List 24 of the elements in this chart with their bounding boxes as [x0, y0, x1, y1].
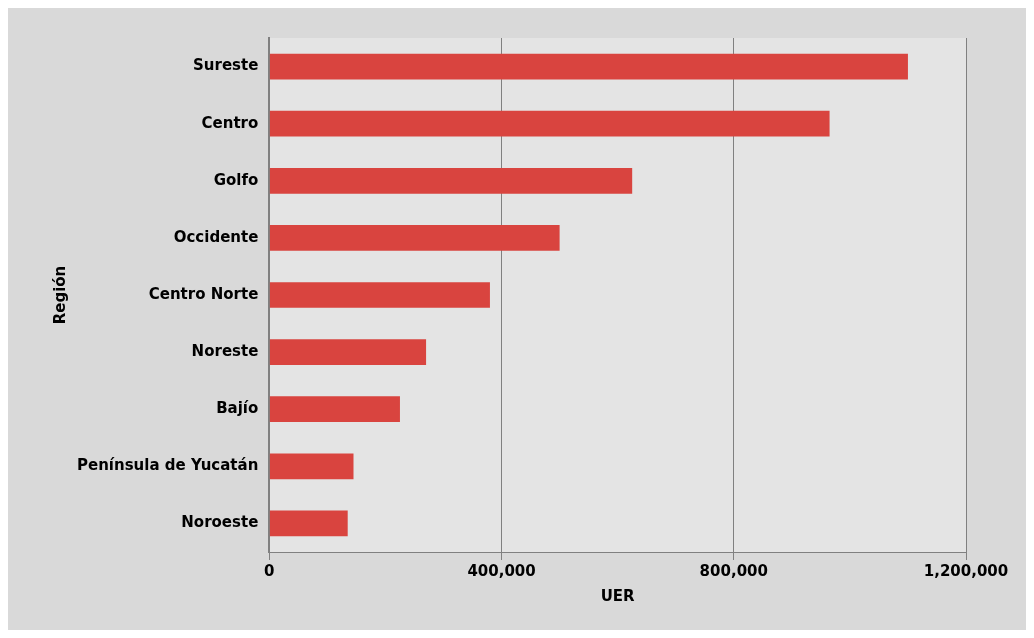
- y-tick-label: Centro Norte: [148, 284, 259, 303]
- y-tick-label: Bajío: [216, 399, 259, 418]
- bar: [269, 339, 427, 365]
- y-tick-label: Occidente: [173, 227, 259, 246]
- bar: [269, 225, 560, 251]
- x-tick-label: 0: [264, 561, 275, 580]
- bar: [269, 167, 633, 194]
- bar: [269, 453, 354, 480]
- y-tick-label: Golfo: [213, 170, 259, 189]
- bar: [269, 510, 348, 537]
- y-axis-title: Región: [50, 265, 69, 325]
- x-tick-label: 800,000: [699, 561, 768, 580]
- bar: [269, 282, 490, 308]
- bar: [269, 396, 400, 423]
- y-tick-label: Noroeste: [181, 513, 259, 532]
- y-tick-label: Península de Yucatán: [77, 456, 259, 475]
- y-tick-label: Noreste: [191, 342, 259, 360]
- bar: [269, 110, 830, 137]
- y-tick-label: Sureste: [193, 56, 259, 75]
- x-tick-label: 400,000: [467, 561, 536, 580]
- bar: [269, 53, 908, 80]
- y-tick-label: Centro: [201, 113, 259, 132]
- x-tick-label: 1,200,000: [923, 561, 1009, 580]
- x-axis-title: UER: [600, 586, 636, 605]
